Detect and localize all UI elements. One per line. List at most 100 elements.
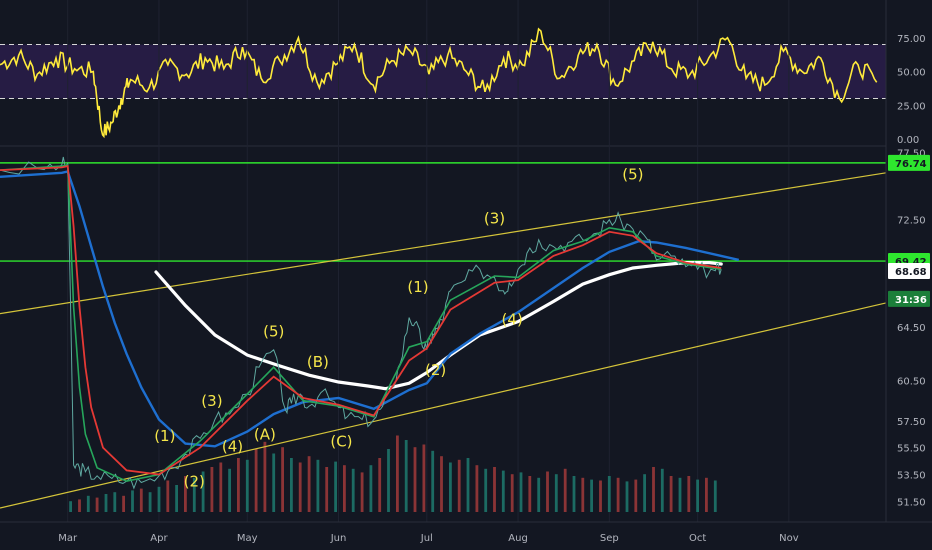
volume-bar xyxy=(290,458,293,512)
price-badge xyxy=(888,154,930,171)
volume-bar xyxy=(475,465,479,512)
wave-label: (5) xyxy=(622,166,643,184)
volume-bar xyxy=(705,477,708,512)
volume-bar xyxy=(652,467,655,512)
time-tick-label: Sep xyxy=(600,533,619,544)
volume-bar xyxy=(528,476,532,512)
time-tick-label: Mar xyxy=(58,533,78,544)
volume-bar xyxy=(687,476,691,512)
volume-bar xyxy=(360,472,364,512)
wave-label: (1) xyxy=(407,278,428,296)
wave-label: (3) xyxy=(484,210,505,228)
price-badge-label: 31:36 xyxy=(895,295,927,306)
wave-label: (5) xyxy=(263,322,284,340)
rsi-tick-label: 0.00 xyxy=(897,135,919,146)
wave-label: (C) xyxy=(330,432,352,450)
price-tick-label: 60.50 xyxy=(897,377,926,388)
volume-bar xyxy=(192,477,196,512)
ma-green-line xyxy=(0,163,722,483)
volume-bar xyxy=(272,453,276,512)
volume-bar xyxy=(113,492,117,512)
volume-bar xyxy=(616,477,620,512)
volume-bar xyxy=(546,471,549,512)
ma-red-line xyxy=(0,165,722,476)
volume-bar xyxy=(660,468,664,512)
volume-bar xyxy=(501,470,505,512)
volume-bar xyxy=(122,495,125,512)
volume-bar xyxy=(510,474,514,512)
volume-bar xyxy=(554,474,558,512)
price-tick-label: 51.50 xyxy=(897,497,926,508)
wave-label: (1) xyxy=(154,427,175,445)
time-axis[interactable]: Mar Apr May Jun Jul Aug Sep Oct Nov xyxy=(58,533,798,544)
volume-bar xyxy=(219,462,223,512)
volume-bar xyxy=(625,481,629,512)
volume-bar xyxy=(696,479,699,512)
price-badge-label: 68.68 xyxy=(895,267,927,278)
rsi-tick-label: 50.00 xyxy=(897,68,926,79)
rsi-line xyxy=(0,27,878,139)
volume-bar xyxy=(493,467,496,512)
time-tick-label: Jun xyxy=(330,533,347,544)
volume-bar xyxy=(440,456,443,512)
volume-bar xyxy=(413,447,417,512)
price-tick-label: 55.50 xyxy=(897,444,926,455)
wave-label: (2) xyxy=(425,361,446,379)
wave-label: (B) xyxy=(307,353,329,371)
wave-label: (4) xyxy=(502,310,523,328)
volume-bar xyxy=(713,480,717,512)
rsi-tick-label: 75.00 xyxy=(897,34,926,45)
rsi-tick-label: 25.00 xyxy=(897,101,926,112)
ma-white-line xyxy=(154,261,723,391)
volume-bar xyxy=(95,497,99,512)
volume-bar xyxy=(254,449,258,512)
volume-bar xyxy=(537,477,541,512)
volume-bar xyxy=(298,462,302,512)
volume-bar xyxy=(307,456,311,512)
volume-bar xyxy=(563,468,567,512)
volume-bar xyxy=(184,476,187,512)
volume-bar xyxy=(581,477,585,512)
volume-bar xyxy=(396,435,399,512)
trendline-upper xyxy=(0,172,887,315)
volume-bar xyxy=(519,472,523,512)
price-axis[interactable]: 77.50 72.50 64.50 60.50 57.50 55.50 53.50 51.50 xyxy=(897,149,926,509)
volume-bar xyxy=(166,480,170,512)
rsi-panel xyxy=(0,27,886,139)
ma-blue-line xyxy=(0,170,740,448)
wave-label: (A) xyxy=(254,426,276,444)
volume-bar xyxy=(281,447,284,512)
volume-bar xyxy=(334,461,337,512)
volume-bar xyxy=(634,479,638,512)
volume-bar xyxy=(86,495,90,512)
volume-bar xyxy=(422,444,426,512)
volume-bar xyxy=(343,465,346,512)
volume-bar xyxy=(175,485,178,512)
price-badge-label: 76.74 xyxy=(895,159,927,170)
price-tick-label: 77.50 xyxy=(897,149,926,160)
volume-bar xyxy=(457,459,461,512)
volume-bar xyxy=(599,480,602,512)
volume-bar xyxy=(104,494,108,512)
volume-bar xyxy=(201,471,205,512)
volume-bar xyxy=(157,486,161,512)
price-lines xyxy=(0,156,887,509)
wave-label: (2) xyxy=(184,473,205,491)
time-tick-label: Oct xyxy=(689,533,706,544)
time-tick-label: Nov xyxy=(779,533,799,544)
volume-bar xyxy=(607,476,611,512)
volume-bar xyxy=(387,449,390,512)
volume-bar xyxy=(316,459,320,512)
wave-label: (3) xyxy=(201,392,222,410)
time-tick-label: Aug xyxy=(508,533,528,544)
price-tick-label: 64.50 xyxy=(897,323,926,334)
price-tick-label: 53.50 xyxy=(897,470,926,481)
volume-bar xyxy=(148,492,152,512)
volume-bar xyxy=(678,477,682,512)
volume-bar xyxy=(78,499,81,512)
volume-bar xyxy=(404,440,408,512)
volume-bar xyxy=(378,458,382,512)
volume-bar xyxy=(210,467,214,512)
